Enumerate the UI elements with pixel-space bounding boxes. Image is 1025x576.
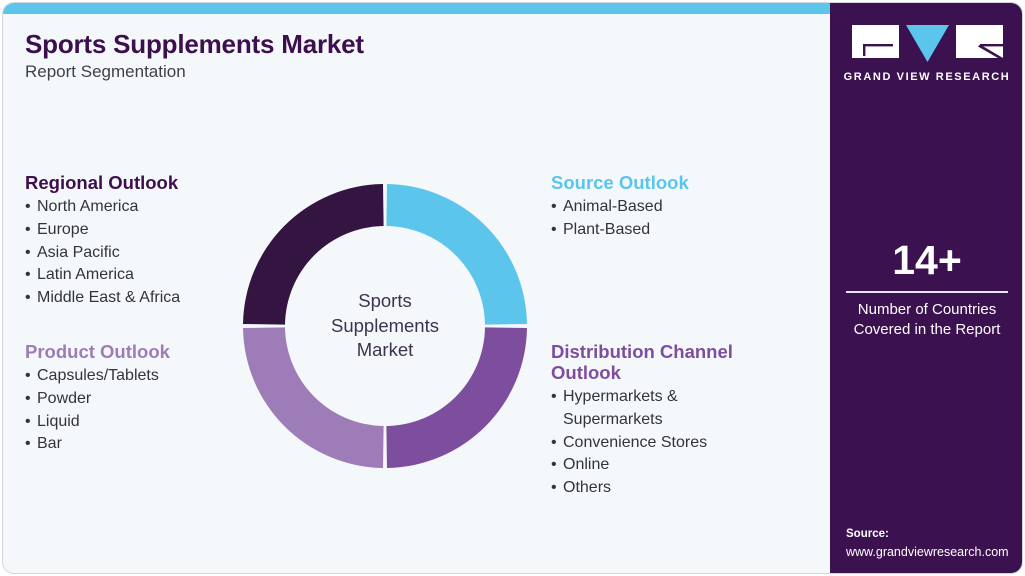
main-panel: Sports Supplements Market Report Segment… [3,14,830,573]
regional-outlook-heading: Regional Outlook [25,172,179,193]
stat-number: 14+ [892,237,962,283]
source-footer: Source: www.grandviewresearch.com [846,526,1018,561]
list-item: Powder [25,388,240,411]
stat-caption-line-1: Number of Countries [857,301,997,318]
list-item: Others [551,477,766,500]
logo-g-icon [851,25,899,58]
product-outlook-list: Capsules/Tablets Powder Liquid Bar [25,365,240,456]
stat-divider [846,291,1008,293]
logo-caption: GRAND VIEW RESEARCH [843,71,1011,83]
product-outlook-block: Product Outlook Capsules/Tablets Powder … [25,341,240,456]
product-outlook-heading: Product Outlook [25,341,170,362]
stat-caption-line-2: Covered in the Report [853,320,1001,338]
list-item: Capsules/Tablets [25,365,240,388]
list-item: Latin America [25,264,240,287]
list-item: Plant-Based [551,219,811,242]
page-title: Sports Supplements Market [25,29,364,59]
list-item: Middle East & Africa [25,287,240,310]
stat-caption: Number of Countries Covered in the Repor… [846,300,1008,340]
distribution-outlook-list: Hypermarkets & Supermarkets Convenience … [551,386,766,500]
list-item: Asia Pacific [25,242,240,265]
donut-svg [243,184,527,468]
distribution-outlook-block: Distribution Channel Outlook Hypermarket… [551,341,766,500]
list-item: Hypermarkets & Supermarkets [551,386,766,431]
donut-segment[interactable] [386,184,527,325]
list-item: Europe [25,219,240,242]
logo-marks [851,25,1003,62]
source-outlook-list: Animal-Based Plant-Based [551,196,811,241]
donut-segment[interactable] [386,327,527,468]
list-item: Animal-Based [551,196,811,219]
countries-stat-block: 14+ Number of Countries Covered in the R… [846,240,1008,340]
top-accent-bar [3,3,832,14]
donut-segment[interactable] [243,184,384,325]
page-subtitle: Report Segmentation [25,62,186,81]
logo-v-triangle-icon [905,25,949,62]
list-item: Convenience Stores [551,432,766,455]
segmentation-donut-chart: Sports Supplements Market [242,180,528,472]
source-outlook-block: Source Outlook Animal-Based Plant-Based [551,172,811,242]
grand-view-research-logo: GRAND VIEW RESEARCH [830,25,1022,83]
brand-sidebar: GRAND VIEW RESEARCH 14+ Number of Countr… [830,3,1022,573]
list-item: Online [551,454,766,477]
logo-r-icon [955,25,1003,58]
regional-outlook-list: North America Europe Asia Pacific Latin … [25,196,240,310]
list-item: North America [25,196,240,219]
source-outlook-heading: Source Outlook [551,172,689,193]
donut-segment[interactable] [243,327,384,468]
list-item: Bar [25,433,240,456]
list-item: Liquid [25,411,240,434]
regional-outlook-block: Regional Outlook North America Europe As… [25,172,240,310]
source-label: Source: [846,528,889,541]
source-url[interactable]: www.grandviewresearch.com [846,544,1009,559]
distribution-outlook-heading: Distribution Channel Outlook [551,341,733,384]
